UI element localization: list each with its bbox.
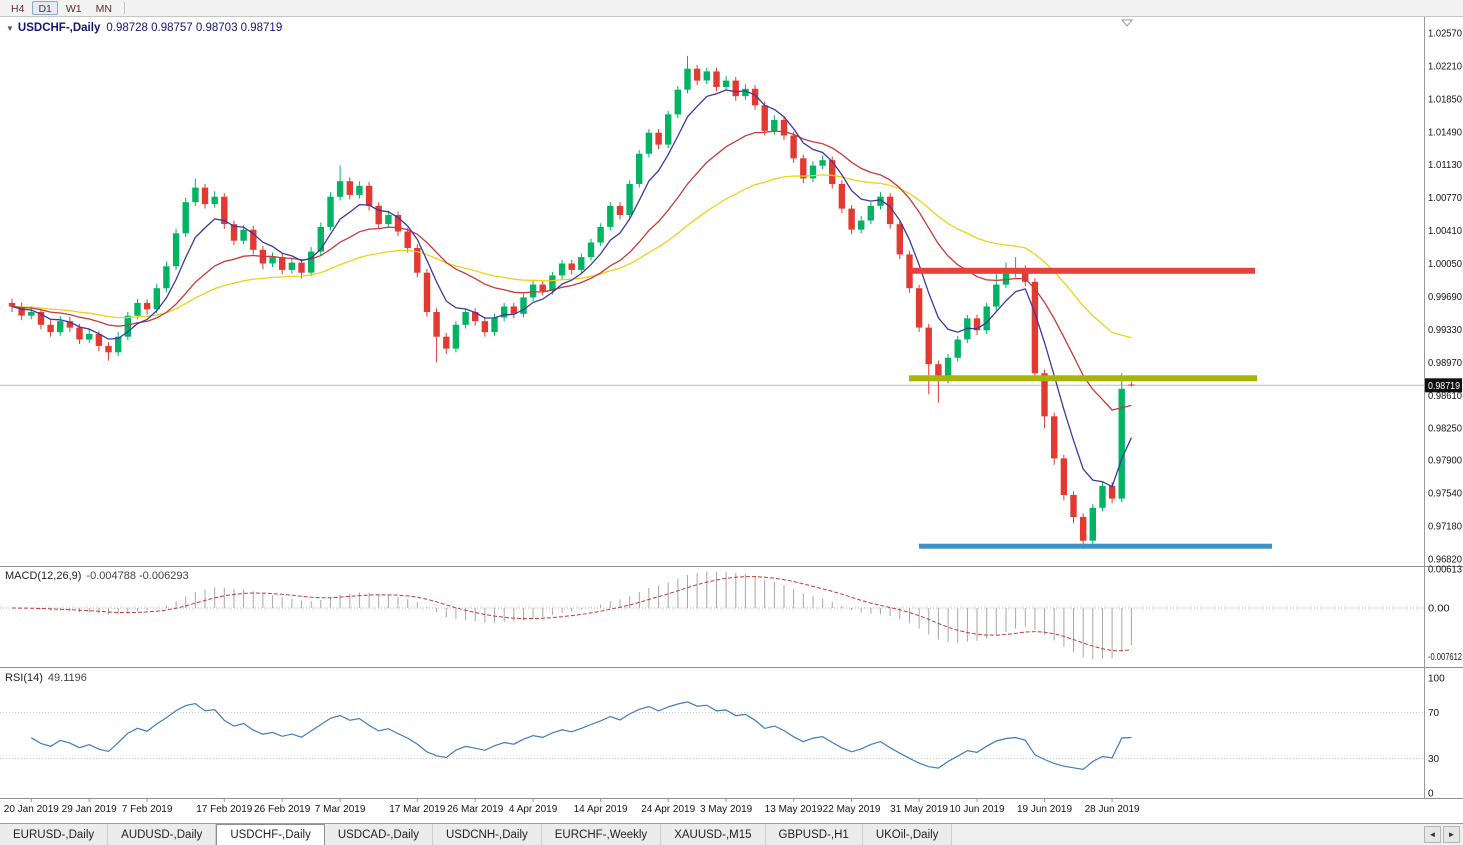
svg-text:1.00050: 1.00050 bbox=[1428, 259, 1462, 270]
svg-text:28 Jun 2019: 28 Jun 2019 bbox=[1085, 804, 1140, 815]
svg-text:1.02570: 1.02570 bbox=[1428, 29, 1462, 40]
macd-pane: 0.00613 0.00 -0.007612 bbox=[0, 564, 1462, 663]
date-axis: 20 Jan 2019 29 Jan 2019 7 Feb 2019 17 Feb 2… bbox=[4, 799, 1140, 815]
tab-eurchf-weekly[interactable]: EURCHF-,Weekly bbox=[541, 824, 662, 845]
svg-text:0.98719: 0.98719 bbox=[1428, 381, 1460, 392]
rsi-line bbox=[31, 701, 1132, 771]
svg-text:70: 70 bbox=[1428, 708, 1440, 719]
svg-text:10 Jun 2019: 10 Jun 2019 bbox=[949, 804, 1004, 815]
period-toolbar: H4 D1 W1 MN bbox=[0, 0, 1463, 17]
svg-text:7 Feb 2019: 7 Feb 2019 bbox=[122, 804, 173, 815]
candlestick-layer bbox=[8, 55, 1135, 549]
period-button-d1[interactable]: D1 bbox=[32, 1, 58, 15]
current-price-badge: 0.98719 bbox=[1425, 378, 1462, 393]
svg-text:26 Feb 2019: 26 Feb 2019 bbox=[254, 804, 311, 815]
svg-text:17 Feb 2019: 17 Feb 2019 bbox=[196, 804, 253, 815]
svg-text:1.00770: 1.00770 bbox=[1428, 193, 1462, 204]
svg-text:7 Mar 2019: 7 Mar 2019 bbox=[315, 804, 366, 815]
svg-text:0.98250: 0.98250 bbox=[1428, 424, 1462, 435]
ma-medium-red bbox=[11, 130, 1132, 411]
svg-text:0.99330: 0.99330 bbox=[1428, 325, 1462, 336]
svg-text:22 May 2019: 22 May 2019 bbox=[823, 804, 881, 815]
period-button-h4[interactable]: H4 bbox=[5, 1, 30, 15]
svg-text:0.99690: 0.99690 bbox=[1428, 292, 1462, 303]
tab-scroll-right-icon[interactable]: ► bbox=[1443, 826, 1460, 843]
svg-text:0.00: 0.00 bbox=[1428, 604, 1450, 615]
svg-text:1.01850: 1.01850 bbox=[1428, 94, 1462, 105]
svg-text:3 May 2019: 3 May 2019 bbox=[700, 804, 753, 815]
rsi-pane: 100 70 30 0 bbox=[0, 674, 1445, 800]
tab-scroll-left-icon[interactable]: ◄ bbox=[1424, 826, 1441, 843]
svg-text:26 Mar 2019: 26 Mar 2019 bbox=[447, 804, 504, 815]
period-button-mn[interactable]: MN bbox=[90, 1, 118, 15]
svg-text:0: 0 bbox=[1428, 789, 1434, 800]
svg-text:0.97900: 0.97900 bbox=[1428, 456, 1462, 467]
hline-resistance-red[interactable] bbox=[911, 267, 1255, 274]
chart-shift-marker bbox=[1120, 19, 1134, 27]
ma-fast-blue bbox=[11, 89, 1132, 488]
ma-slow-yellow bbox=[11, 174, 1132, 339]
svg-text:31 May 2019: 31 May 2019 bbox=[890, 804, 948, 815]
svg-text:-0.007612: -0.007612 bbox=[1428, 652, 1462, 663]
tab-xauusd-m15[interactable]: XAUUSD-,M15 bbox=[661, 824, 766, 845]
chart-svg: 1.02570 1.02210 1.01850 1.01490 1.01130 1.007… bbox=[0, 17, 1463, 815]
hline-support-olive[interactable] bbox=[909, 375, 1257, 382]
svg-text:17 Mar 2019: 17 Mar 2019 bbox=[389, 804, 446, 815]
tab-audusd-daily[interactable]: AUDUSD-,Daily bbox=[108, 824, 217, 845]
svg-text:1.01490: 1.01490 bbox=[1428, 127, 1462, 138]
svg-text:0.98970: 0.98970 bbox=[1428, 358, 1462, 369]
svg-text:19 Jun 2019: 19 Jun 2019 bbox=[1017, 804, 1072, 815]
svg-text:0.96820: 0.96820 bbox=[1428, 555, 1462, 566]
svg-text:14 Apr 2019: 14 Apr 2019 bbox=[574, 804, 628, 815]
svg-text:24 Apr 2019: 24 Apr 2019 bbox=[641, 804, 695, 815]
pane-separators bbox=[0, 17, 1463, 799]
chart-tab-bar: EURUSD-,Daily AUDUSD-,Daily USDCHF-,Dail… bbox=[0, 823, 1463, 845]
svg-text:1.02210: 1.02210 bbox=[1428, 61, 1462, 72]
svg-text:13 May 2019: 13 May 2019 bbox=[765, 804, 823, 815]
svg-text:1.01130: 1.01130 bbox=[1428, 160, 1462, 171]
svg-text:1.00410: 1.00410 bbox=[1428, 226, 1462, 237]
svg-text:29 Jan 2019: 29 Jan 2019 bbox=[62, 804, 117, 815]
svg-text:0.97540: 0.97540 bbox=[1428, 489, 1462, 500]
tab-usdchf-daily[interactable]: USDCHF-,Daily bbox=[216, 824, 325, 845]
tab-eurusd-daily[interactable]: EURUSD-,Daily bbox=[0, 824, 109, 845]
tab-usdcad-daily[interactable]: USDCAD-,Daily bbox=[324, 824, 433, 845]
tab-ukoil-daily[interactable]: UKOil-,Daily bbox=[862, 824, 953, 845]
svg-text:20 Jan 2019: 20 Jan 2019 bbox=[4, 804, 59, 815]
svg-text:0.97180: 0.97180 bbox=[1428, 522, 1462, 533]
svg-text:0.00613: 0.00613 bbox=[1428, 564, 1462, 575]
macd-signal-line bbox=[11, 576, 1132, 652]
hline-support-blue[interactable] bbox=[919, 543, 1272, 549]
tab-usdcnh-daily[interactable]: USDCNH-,Daily bbox=[432, 824, 542, 845]
tab-gbpusd-h1[interactable]: GBPUSD-,H1 bbox=[765, 824, 863, 845]
period-button-w1[interactable]: W1 bbox=[60, 1, 88, 15]
svg-text:100: 100 bbox=[1428, 674, 1445, 685]
svg-text:30: 30 bbox=[1428, 754, 1440, 765]
price-axis-labels: 1.02570 1.02210 1.01850 1.01490 1.01130 1.007… bbox=[1428, 29, 1462, 566]
svg-text:4 Apr 2019: 4 Apr 2019 bbox=[509, 804, 558, 815]
chart-canvas[interactable]: 1.02570 1.02210 1.01850 1.01490 1.01130 1.007… bbox=[0, 17, 1463, 823]
toolbar-separator bbox=[123, 2, 125, 14]
svg-text:0.98610: 0.98610 bbox=[1428, 391, 1462, 402]
